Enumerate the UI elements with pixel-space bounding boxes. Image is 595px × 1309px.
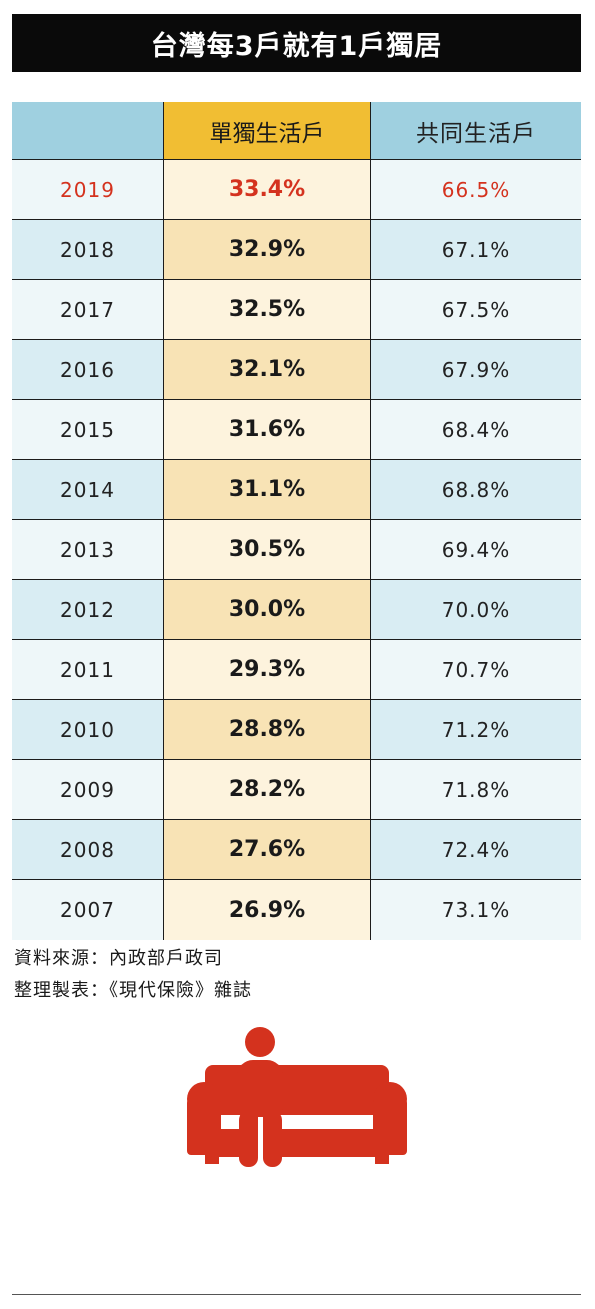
table-row: 2017 32.5% 67.5%	[12, 280, 581, 340]
single-household-cell: 29.3%	[163, 640, 371, 699]
shared-household-cell: 71.2%	[371, 700, 581, 759]
year-cell: 2012	[12, 580, 163, 639]
single-household-cell: 31.1%	[163, 460, 371, 519]
year-cell: 2010	[12, 700, 163, 759]
single-household-cell: 30.0%	[163, 580, 371, 639]
year-cell: 2017	[12, 280, 163, 339]
table-row: 2009 28.2% 71.8%	[12, 760, 581, 820]
table-row: 2011 29.3% 70.7%	[12, 640, 581, 700]
bottom-divider	[12, 1294, 581, 1295]
year-cell: 2019	[12, 160, 163, 219]
shared-household-cell: 70.7%	[371, 640, 581, 699]
year-cell: 2016	[12, 340, 163, 399]
shared-household-cell: 68.4%	[371, 400, 581, 459]
single-household-cell: 32.1%	[163, 340, 371, 399]
table-row: 2012 30.0% 70.0%	[12, 580, 581, 640]
year-cell: 2011	[12, 640, 163, 699]
table-row: 2019 33.4% 66.5%	[12, 160, 581, 220]
single-household-cell: 27.6%	[163, 820, 371, 879]
shared-household-cell: 67.9%	[371, 340, 581, 399]
shared-household-cell: 72.4%	[371, 820, 581, 879]
single-household-cell: 26.9%	[163, 880, 371, 940]
shared-household-cell: 73.1%	[371, 880, 581, 940]
person-on-sofa-icon	[187, 1027, 407, 1167]
header-shared-household: 共同生活戶	[371, 102, 581, 159]
year-cell: 2014	[12, 460, 163, 519]
table-row: 2016 32.1% 67.9%	[12, 340, 581, 400]
table-row: 2013 30.5% 69.4%	[12, 520, 581, 580]
year-cell: 2007	[12, 880, 163, 940]
shared-household-cell: 70.0%	[371, 580, 581, 639]
table-row: 2008 27.6% 72.4%	[12, 820, 581, 880]
table-body: 2019 33.4% 66.5% 2018 32.9% 67.1% 2017 32.5% 67.…	[12, 160, 581, 940]
shared-household-cell: 68.8%	[371, 460, 581, 519]
table-row: 2015 31.6% 68.4%	[12, 400, 581, 460]
household-table: 單獨生活戶 共同生活戶 2019 33.4% 66.5% 2018 32.9% 67.1%…	[12, 102, 581, 940]
compiled-by-text: 整理製表：《現代保險》雜誌	[14, 980, 252, 1001]
single-household-cell: 32.5%	[163, 280, 371, 339]
single-household-cell: 33.4%	[163, 160, 371, 219]
shared-household-cell: 67.1%	[371, 220, 581, 279]
shared-household-cell: 67.5%	[371, 280, 581, 339]
shared-household-cell: 71.8%	[371, 760, 581, 819]
year-cell: 2018	[12, 220, 163, 279]
year-cell: 2008	[12, 820, 163, 879]
chart-title: 台灣每3戶就有1戶獨居	[12, 14, 581, 72]
source-text: 資料來源：內政部戶政司	[14, 948, 223, 969]
table-row: 2018 32.9% 67.1%	[12, 220, 581, 280]
shared-household-cell: 66.5%	[371, 160, 581, 219]
single-household-cell: 31.6%	[163, 400, 371, 459]
shared-household-cell: 69.4%	[371, 520, 581, 579]
single-household-cell: 28.2%	[163, 760, 371, 819]
single-household-cell: 30.5%	[163, 520, 371, 579]
table-row: 2007 26.9% 73.1%	[12, 880, 581, 940]
single-household-cell: 32.9%	[163, 220, 371, 279]
table-row: 2010 28.8% 71.2%	[12, 700, 581, 760]
single-household-cell: 28.8%	[163, 700, 371, 759]
header-single-household: 單獨生活戶	[163, 102, 371, 159]
header-year	[12, 102, 163, 159]
year-cell: 2015	[12, 400, 163, 459]
year-cell: 2009	[12, 760, 163, 819]
table-row: 2014 31.1% 68.8%	[12, 460, 581, 520]
table-header-row: 單獨生活戶 共同生活戶	[12, 102, 581, 160]
year-cell: 2013	[12, 520, 163, 579]
